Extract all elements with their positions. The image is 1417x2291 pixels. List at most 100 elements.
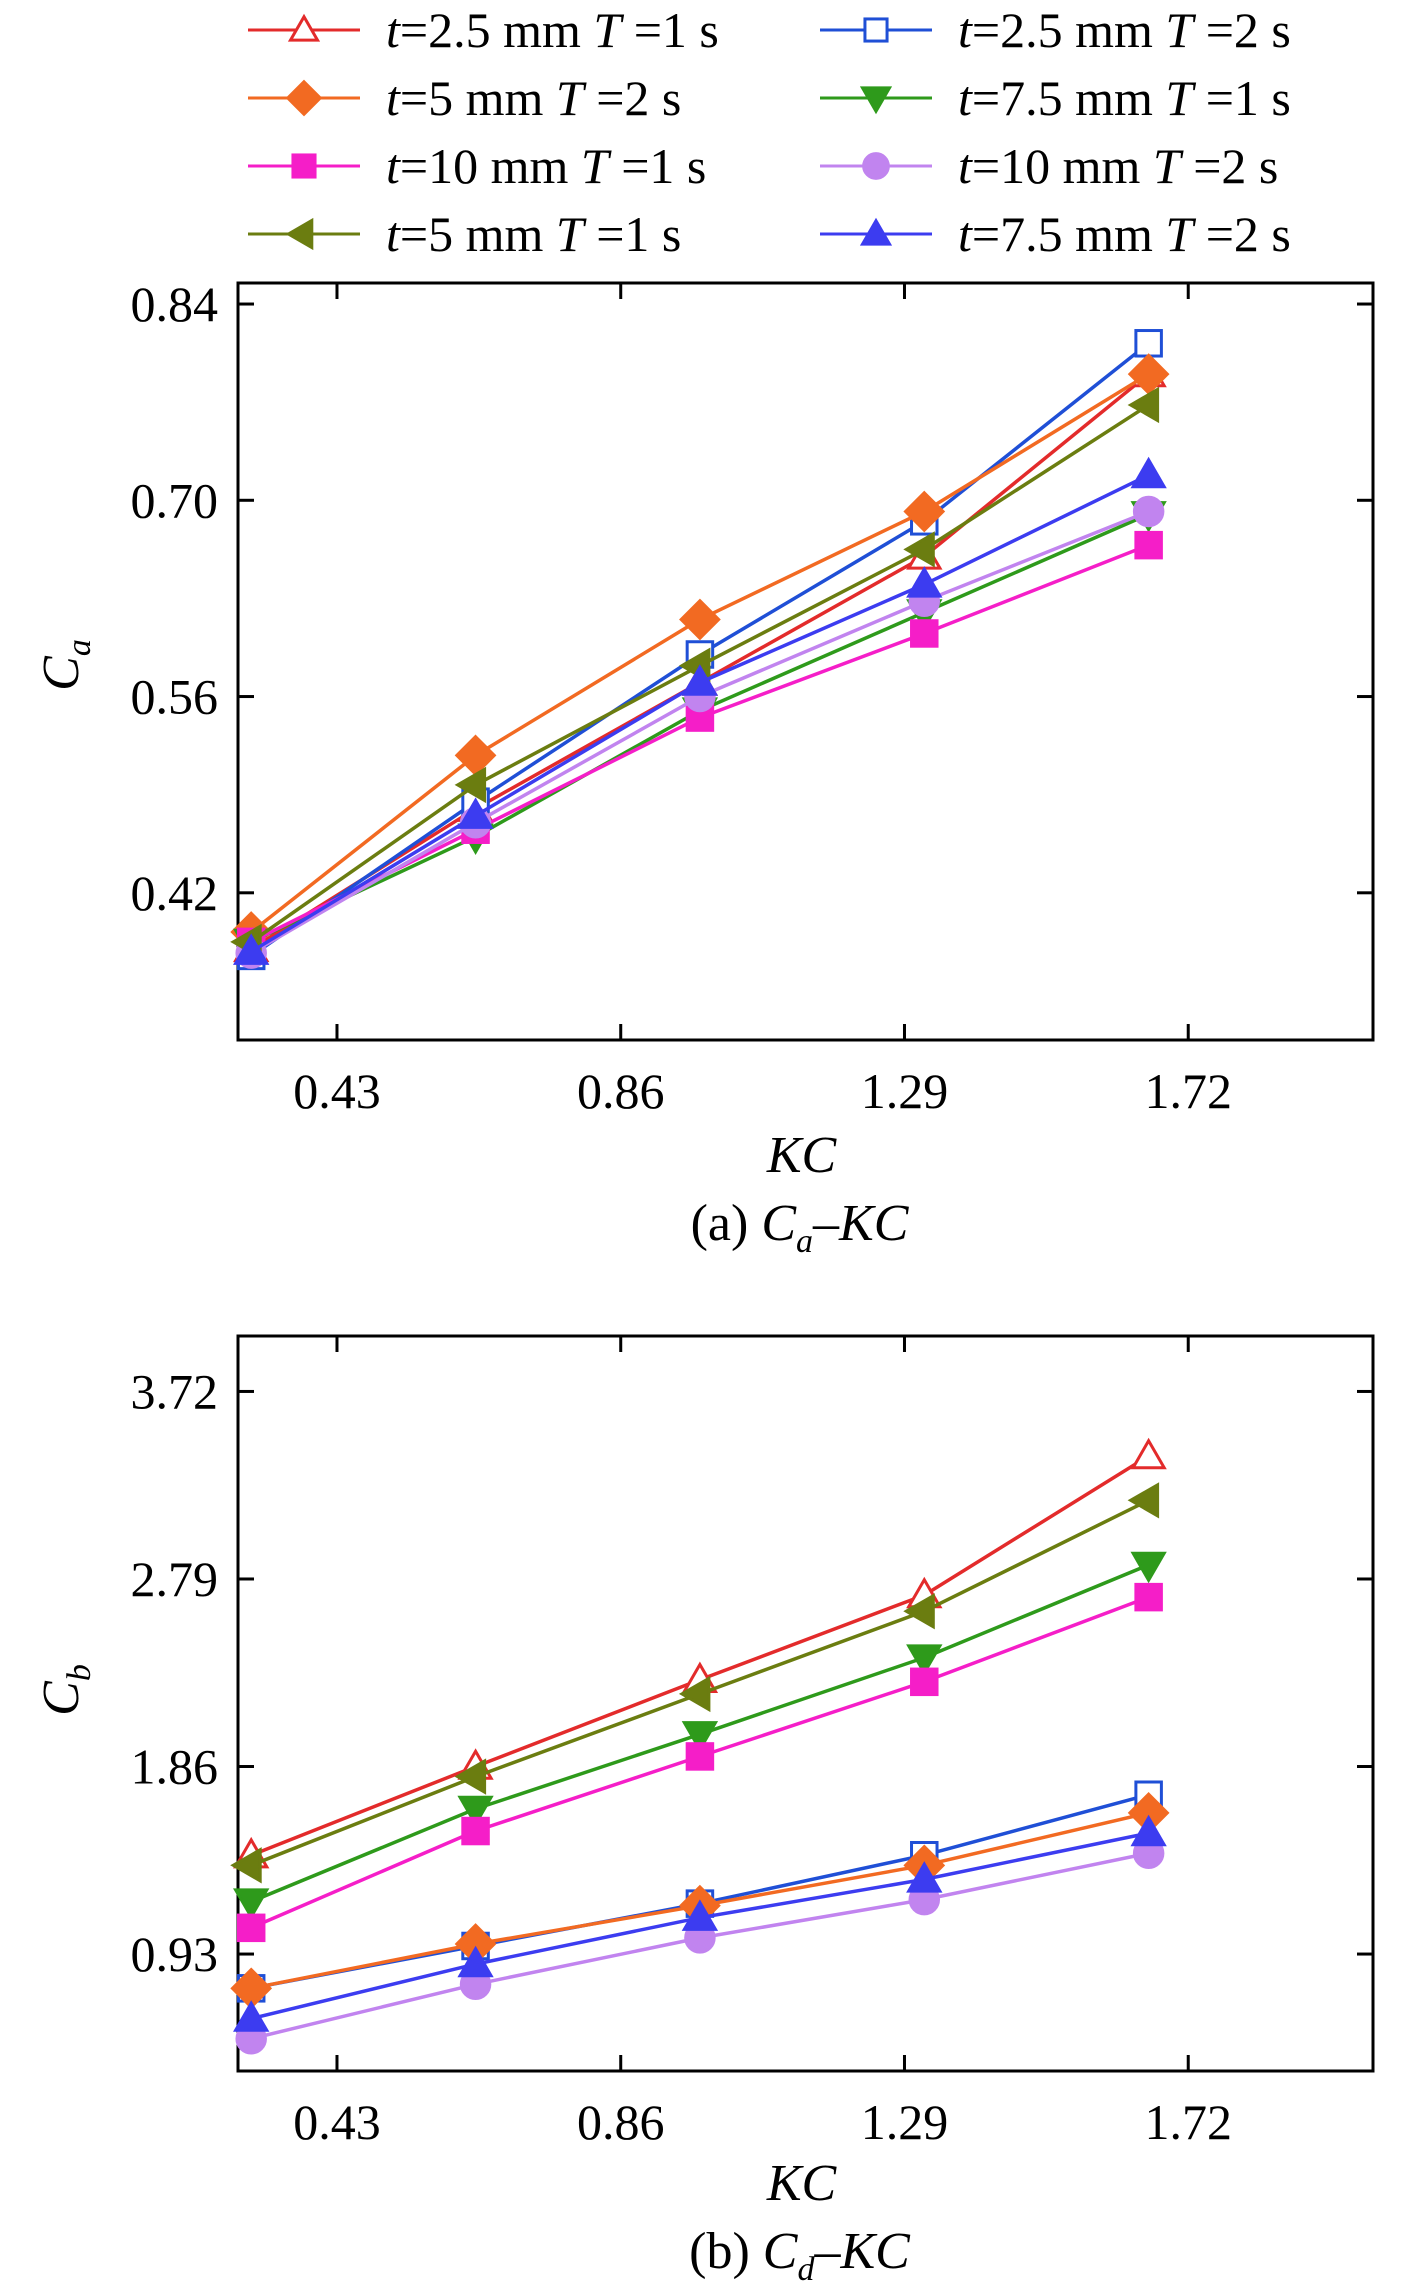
legend-marker [863,17,889,43]
panel-caption: (a) Ca–KC [691,1195,910,1260]
legend-marker [859,86,893,115]
data-point [454,1758,487,1795]
data-point [1130,456,1167,489]
legend-marker [285,217,314,251]
series-line [250,509,1150,955]
legend-entry: t=5 mm T =2 s [248,70,681,126]
data-point [454,766,487,804]
data-point [681,664,719,696]
data-point [461,1816,490,1846]
data-series [230,1482,1160,1884]
y-tick-label: 1.86 [131,1739,219,1795]
data-point [230,1847,262,1884]
data-point [910,619,939,648]
x-axis-title: KC [766,2155,838,2212]
y-tick-label: 3.72 [131,1363,219,1419]
data-point [236,1913,266,1943]
legend-entry: t=10 mm T =2 s [820,138,1278,194]
data-point [681,1721,719,1753]
y-axis-title: Ca [33,639,98,691]
legend-label: t=10 mm T =1 s [386,138,706,194]
data-series [236,1582,1163,1943]
data-series [236,329,1163,971]
data-point [906,1644,943,1676]
legend-marker [287,13,321,42]
data-point [1132,495,1165,528]
legend-label: t=5 mm T =1 s [386,206,681,262]
y-tick-label: 0.56 [131,669,219,725]
y-tick-label: 0.42 [131,865,219,921]
data-point [1130,1814,1167,1847]
y-axis-title: Cb [33,1664,98,1716]
panel-caption: (b) Cd–KC [689,2223,911,2288]
data-series [236,530,1163,957]
legend-label: t=10 mm T =2 s [958,138,1278,194]
y-tick-label: 0.93 [131,1926,219,1982]
data-point [903,490,946,533]
legend-marker [285,79,323,117]
data-point [1130,1551,1167,1584]
data-point [685,1742,715,1771]
legend-label: t=5 mm T =2 s [386,70,681,126]
legend-label: t=2.5 mm T =1 s [386,2,719,58]
legend-entry: t=7.5 mm T =1 s [820,70,1291,126]
data-series [233,1551,1167,1920]
legend: t=2.5 mm T =1 s t=2.5 mm T =2 s t=5 mm T =… [248,2,1291,262]
legend-entry: t=2.5 mm T =2 s [820,2,1291,58]
data-point [1134,329,1163,358]
panel-a-ca-vs-kc: 0.43 0.86 1.29 1.72 0.42 0.56 0.70 0.84 KC Ca (a) … [33,276,1375,1260]
data-point [457,797,494,829]
data-point [457,1795,494,1828]
x-tick-label: 0.43 [293,2094,381,2150]
x-tick-label: 1.29 [861,2094,949,2150]
data-series [235,1837,1165,2055]
legend-marker [291,153,317,179]
legend-entry: t=2.5 mm T =1 s [248,2,719,58]
legend-label: t=7.5 mm T =2 s [958,206,1291,262]
data-point [233,1888,270,1920]
data-point [1127,1482,1160,1519]
data-point [679,598,721,641]
data-point [457,1945,494,1978]
data-point [910,1667,939,1697]
plot-frame [236,1334,1375,2073]
data-point [681,1899,719,1931]
data-point [1130,1437,1167,1470]
y-tick-label: 2.79 [131,1551,219,1607]
data-series [233,1437,1167,1869]
x-tick-label: 0.86 [577,2094,665,2150]
data-point [903,531,935,568]
x-tick-label: 1.29 [861,1063,949,1119]
data-point [233,933,270,965]
data-point [233,2000,270,2032]
data-point [1127,386,1160,424]
data-series [233,456,1167,965]
data-point [1134,530,1163,560]
legend-entry: t=5 mm T =1 s [248,206,681,262]
legend-marker [859,217,893,246]
data-series [233,1814,1167,2032]
legend-label: t=2.5 mm T =2 s [958,2,1291,58]
y-tick-label: 0.70 [131,472,219,528]
legend-entry: t=10 mm T =1 s [248,138,706,194]
series-line [250,1454,1150,1857]
data-series [230,353,1170,953]
x-tick-label: 1.72 [1144,2094,1232,2150]
data-point [454,734,497,777]
data-point [903,1593,935,1630]
y-tick-label: 0.84 [131,276,219,332]
legend-marker [862,152,890,180]
x-tick-label: 0.43 [293,1063,381,1119]
x-axis-title: KC [766,1127,838,1184]
data-point [678,1675,711,1713]
x-tick-label: 1.72 [1144,1063,1232,1119]
legend-entry: t=7.5 mm T =2 s [820,206,1291,262]
plot-frame [236,281,1375,1042]
data-point [906,1861,943,1893]
data-point [1134,1582,1163,1612]
panel-b-cd-vs-kc: 0.43 0.86 1.29 1.72 0.93 1.86 2.79 3.72 KC Cb (b) … [33,1334,1375,2288]
data-point [906,566,943,598]
legend-label: t=7.5 mm T =1 s [958,70,1291,126]
x-tick-label: 0.86 [577,1063,665,1119]
